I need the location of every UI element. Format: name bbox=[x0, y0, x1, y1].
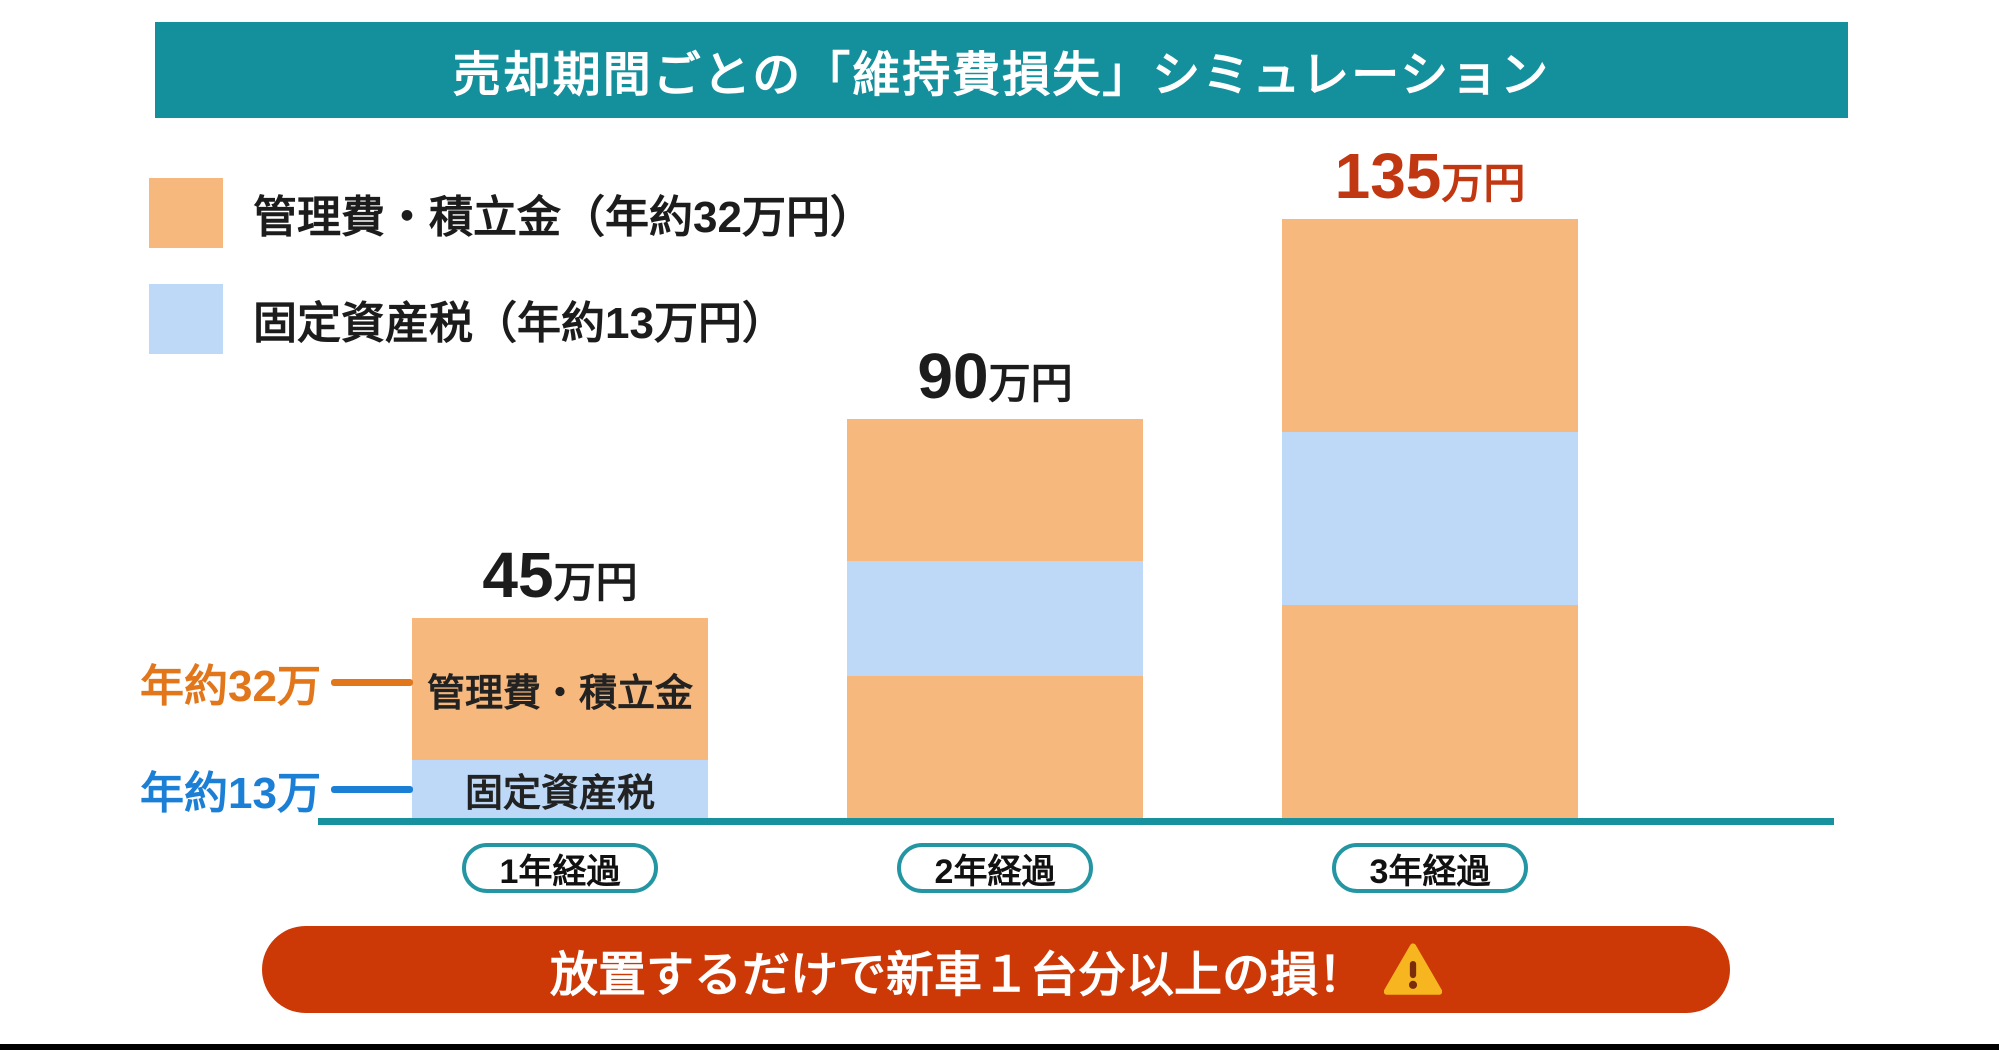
warning-banner-text: 放置するだけで新車１台分以上の損！ bbox=[549, 948, 1366, 1002]
bar-2年経過 bbox=[847, 419, 1143, 818]
bar-total-label: 90万円 bbox=[847, 339, 1143, 413]
bar-1年経過: 管理費・積立金 固定資産税 bbox=[412, 618, 708, 818]
legend-label-management-fee: 管理費・積立金（年約32万円） bbox=[253, 193, 874, 242]
category-pill-3年経過: 3年経過 bbox=[1332, 843, 1528, 893]
annotation-management-fee-value: 年約32万 bbox=[140, 662, 321, 711]
page-title: 売却期間ごとの「維持費損失」シミュレーション bbox=[155, 22, 1848, 118]
warning-triangle-icon bbox=[1384, 942, 1442, 995]
bar-3年経過 bbox=[1282, 219, 1578, 818]
bar-segment-管理費・積立金 bbox=[847, 676, 1143, 818]
chart-legend: 管理費・積立金（年約32万円） 固定資産税（年約13万円） bbox=[149, 178, 874, 354]
bar-total-label: 135万円 bbox=[1282, 139, 1578, 213]
bar-total-unit: 万円 bbox=[1441, 160, 1526, 207]
annotation-property-tax-leader-line bbox=[331, 785, 413, 793]
annotation-property-tax: 年約13万 bbox=[0, 759, 413, 819]
legend-item-management-fee: 管理費・積立金（年約32万円） bbox=[149, 178, 874, 248]
legend-item-property-tax: 固定資産税（年約13万円） bbox=[149, 284, 874, 354]
bar-total-unit: 万円 bbox=[988, 360, 1073, 407]
bar-segment-管理費・積立金 bbox=[1282, 219, 1578, 432]
bar-segment-管理費・積立金 bbox=[1282, 605, 1578, 818]
bar-segment-管理費・積立金 bbox=[847, 419, 1143, 561]
bar-segment-固定資産税 bbox=[847, 561, 1143, 676]
bottom-border-line bbox=[0, 1044, 1999, 1050]
category-pill-2年経過: 2年経過 bbox=[897, 843, 1093, 893]
bar-segment-固定資産税 bbox=[1282, 432, 1578, 605]
bar-total-value: 45 bbox=[482, 539, 554, 611]
annotation-management-fee-leader-line bbox=[331, 678, 413, 686]
legend-label-property-tax: 固定資産税（年約13万円） bbox=[253, 299, 786, 348]
bar-total-unit: 万円 bbox=[553, 559, 638, 606]
bar-segment-管理費・積立金: 管理費・積立金 bbox=[412, 618, 708, 760]
bar-total-label: 45万円 bbox=[412, 538, 708, 612]
annotation-management-fee: 年約32万 bbox=[0, 652, 413, 712]
category-pill-1年経過: 1年経過 bbox=[462, 843, 658, 893]
bar-segment-固定資産税: 固定資産税 bbox=[412, 760, 708, 818]
page-title-text: 売却期間ごとの「維持費損失」シミュレーション bbox=[452, 49, 1551, 102]
legend-swatch-orange bbox=[149, 178, 223, 248]
legend-swatch-blue bbox=[149, 284, 223, 354]
annotation-property-tax-value: 年約13万 bbox=[140, 769, 321, 818]
bar-total-value: 135 bbox=[1334, 140, 1442, 212]
bar-total-value: 90 bbox=[917, 340, 989, 412]
warning-banner: 放置するだけで新車１台分以上の損！ bbox=[262, 926, 1730, 1013]
x-axis-line bbox=[318, 818, 1834, 825]
